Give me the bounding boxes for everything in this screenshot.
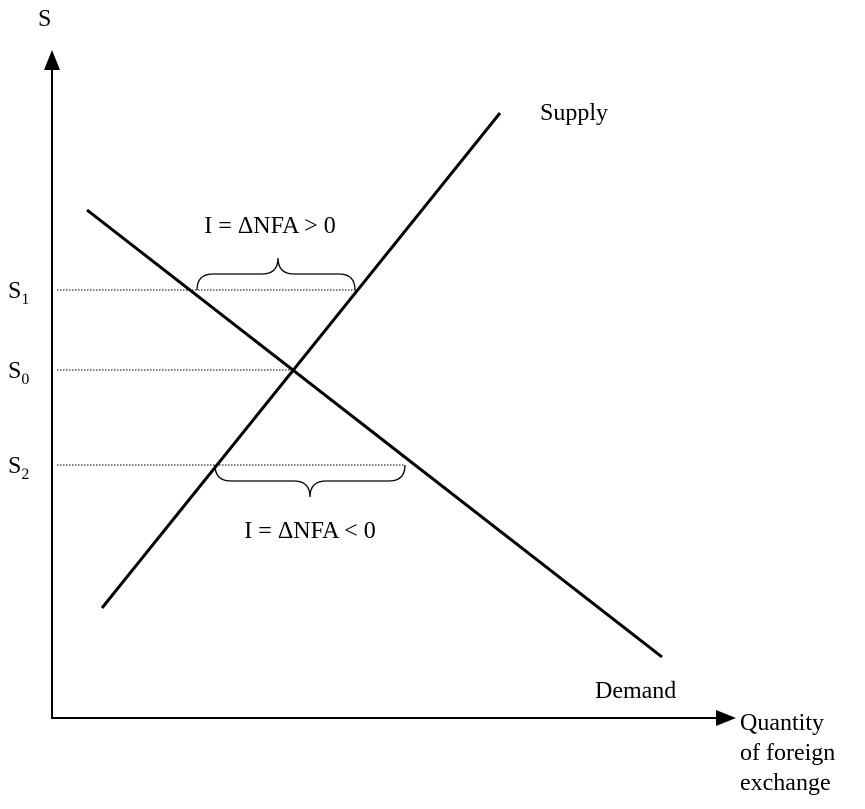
annotation: I = ΔNFA < 0 <box>244 518 375 544</box>
x-axis-label: of foreign <box>740 740 835 766</box>
annotation: I = ΔNFA > 0 <box>204 213 335 239</box>
y-axis-label: S <box>38 6 51 32</box>
supply-label: Supply <box>540 100 608 126</box>
y-arrow <box>44 50 60 70</box>
brace <box>214 464 406 498</box>
demand-label: Demand <box>595 678 676 704</box>
x-axis-label: exchange <box>740 770 831 796</box>
brace <box>196 257 356 291</box>
x-arrow <box>716 710 736 726</box>
supply-line <box>100 112 502 609</box>
demand-line <box>86 208 663 659</box>
level-label: S1 <box>8 278 29 308</box>
x-axis-label: Quantity <box>740 710 824 736</box>
level-label: S2 <box>8 453 29 483</box>
level-label: S0 <box>8 358 29 388</box>
